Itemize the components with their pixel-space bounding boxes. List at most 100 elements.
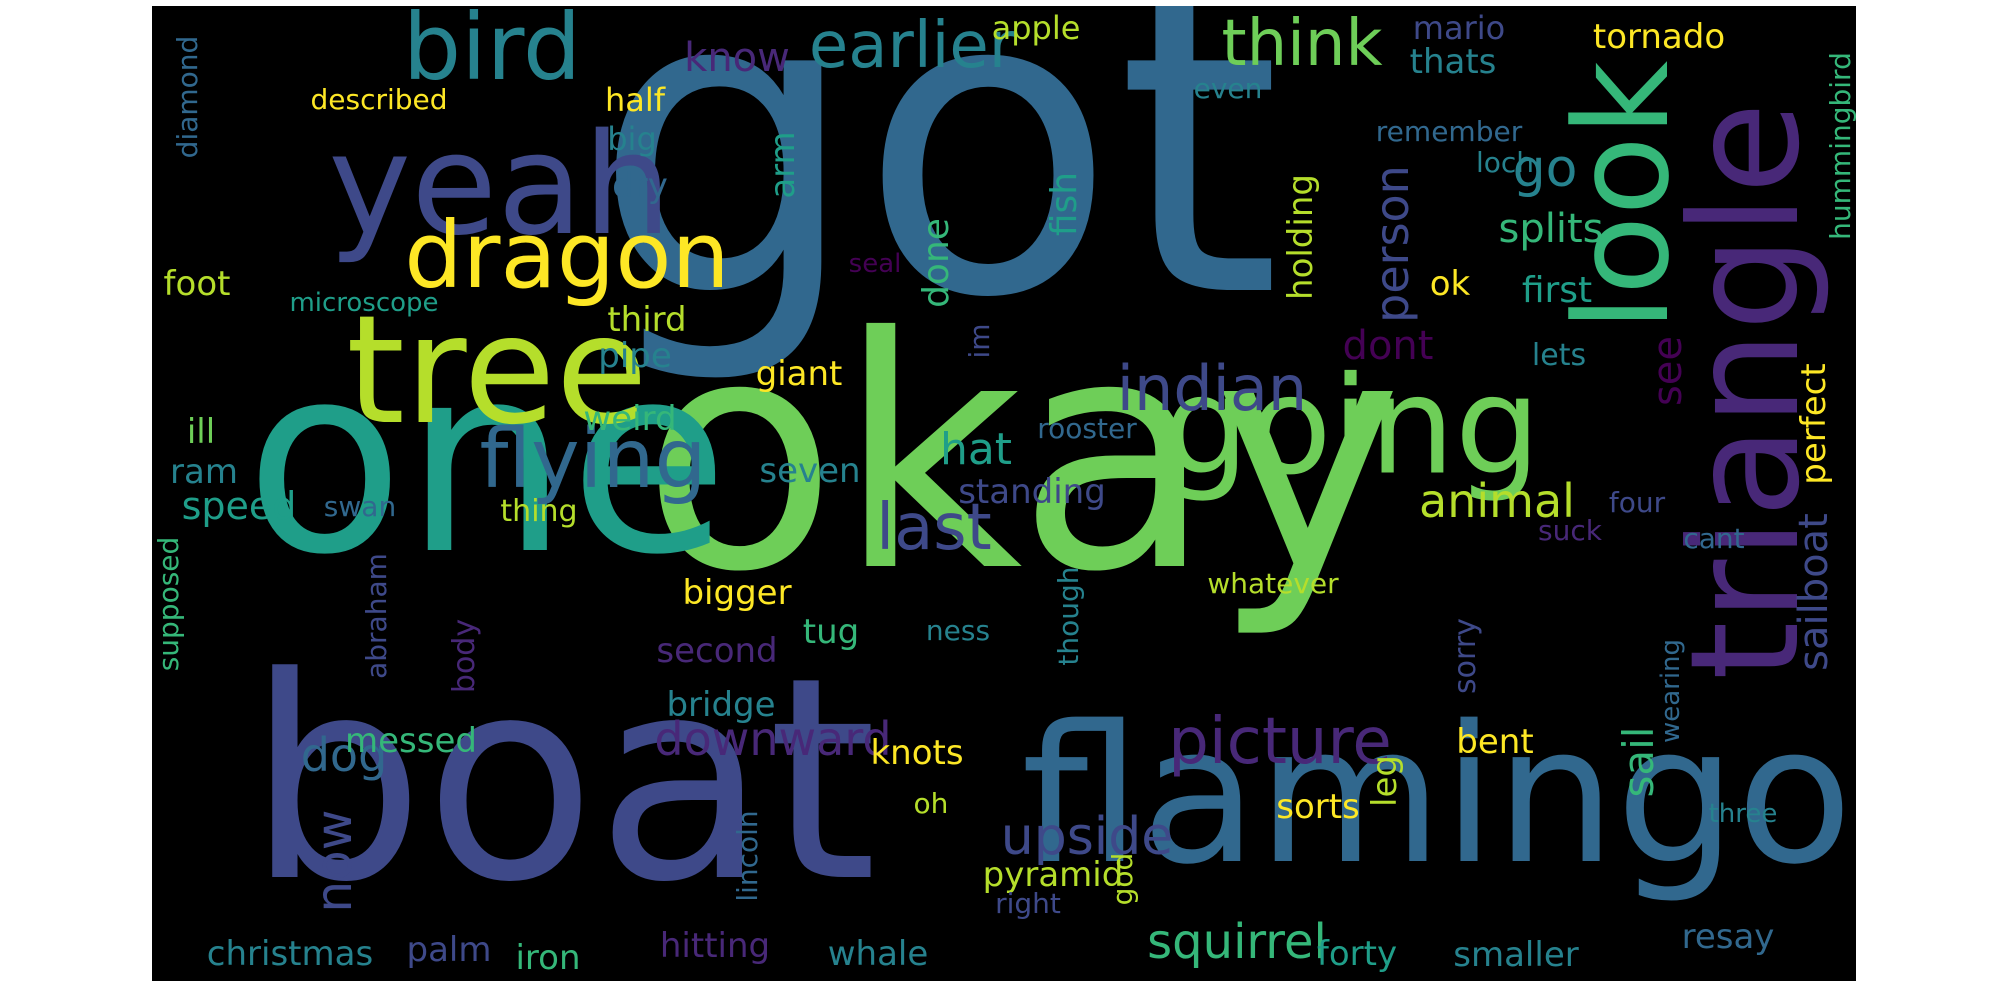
word-smaller: smaller: [1453, 935, 1579, 975]
word-last: last: [876, 491, 992, 565]
word-thing: thing: [500, 494, 578, 529]
word-flamingo: flamingo: [1021, 685, 1853, 906]
word-tornado: tornado: [1592, 17, 1726, 57]
word-im: im: [963, 323, 996, 359]
word-swan: swan: [323, 490, 397, 523]
word-dragon: dragon: [404, 202, 730, 309]
word-forty: forty: [1316, 934, 1398, 974]
word-apple: apple: [991, 9, 1081, 47]
word-sorts: sorts: [1276, 787, 1360, 827]
word-remember: remember: [1375, 115, 1523, 148]
word-yeah: yeah: [328, 104, 672, 267]
word-now: now: [305, 809, 363, 913]
word-indian: indian: [1116, 352, 1308, 425]
word-resay: resay: [1681, 917, 1775, 957]
word-ness: ness: [925, 614, 991, 647]
word-thats: thats: [1409, 42, 1497, 82]
word-loch: loch: [1475, 146, 1535, 179]
word-going: going: [1163, 347, 1541, 505]
word-sail: sail: [1614, 726, 1663, 798]
word-hummingbird: hummingbird: [1824, 52, 1856, 240]
word-weird: weird: [583, 399, 677, 439]
word-holding: holding: [1281, 174, 1321, 300]
word-tree: tree: [346, 284, 648, 458]
word-downward: downward: [654, 712, 892, 766]
word-iron: iron: [515, 938, 581, 978]
word-cant: cant: [1683, 522, 1745, 555]
word-body: body: [447, 618, 482, 694]
word-okay: okay: [641, 270, 1403, 642]
word-oh: oh: [913, 787, 949, 820]
word-knots: knots: [870, 733, 964, 773]
word-sailboat: sailboat: [1791, 513, 1837, 671]
word-abraham: abraham: [360, 553, 393, 679]
word-described: described: [310, 83, 448, 116]
word-cloud-canvas: got okay one boat flamingo triangle tree…: [152, 6, 1856, 981]
word-seven: seven: [759, 451, 861, 491]
word-whale: whale: [827, 934, 929, 974]
word-know: know: [684, 35, 790, 81]
word-ill: ill: [186, 412, 216, 452]
word-done: done: [916, 218, 957, 308]
word-sorry: sorry: [1448, 618, 1483, 694]
word-microscope: microscope: [289, 288, 439, 318]
word-go: go: [1512, 139, 1578, 199]
word-squirrel: squirrel: [1147, 914, 1327, 970]
word-giant: giant: [755, 354, 843, 394]
word-splits: splits: [1498, 206, 1604, 252]
word-dry: dry: [612, 166, 668, 206]
word-suck: suck: [1538, 514, 1602, 547]
word-bent: bent: [1456, 722, 1534, 762]
word-right: right: [995, 887, 1061, 920]
word-perfect: perfect: [1794, 363, 1834, 485]
word-arm: arm: [763, 131, 803, 199]
word-tug: tug: [802, 612, 860, 652]
word-whatever: whatever: [1207, 567, 1339, 600]
word-boat: boat: [246, 618, 878, 944]
word-supposed: supposed: [152, 536, 185, 672]
word-even: even: [1193, 72, 1263, 105]
word-ok: ok: [1429, 264, 1471, 304]
word-bird: bird: [402, 6, 582, 101]
word-three: three: [1708, 799, 1778, 829]
word-pyramid: pyramid: [982, 855, 1124, 895]
word-rooster: rooster: [1037, 412, 1137, 445]
word-lincoln: lincoln: [731, 810, 764, 902]
word-leg: leg: [1365, 755, 1405, 807]
word-ram: ram: [170, 452, 238, 492]
word-diamond: diamond: [171, 35, 204, 159]
word-first: first: [1521, 270, 1593, 311]
word-foot: foot: [163, 264, 231, 304]
word-standing: standing: [958, 472, 1106, 512]
word-christmas: christmas: [206, 934, 374, 974]
word-upside: upside: [1000, 807, 1174, 867]
word-dog: dog: [300, 728, 388, 782]
word-speed: speed: [181, 484, 297, 528]
word-though: though: [1052, 566, 1085, 666]
word-hat: hat: [939, 424, 1013, 475]
word-bridge: bridge: [666, 685, 776, 725]
word-seal: seal: [848, 249, 902, 279]
word-wearing: wearing: [1656, 638, 1686, 744]
word-second: second: [656, 631, 778, 671]
word-pipe: pipe: [598, 336, 672, 376]
word-animal: animal: [1419, 474, 1575, 528]
word-one: one: [245, 310, 729, 612]
word-see: see: [1645, 335, 1691, 407]
word-bigger: bigger: [682, 573, 792, 613]
word-four: four: [1608, 486, 1666, 519]
word-big: big: [607, 120, 657, 158]
word-messed: messed: [345, 721, 477, 761]
word-flying: flying: [479, 412, 707, 507]
word-god: god: [1106, 852, 1139, 906]
word-think: think: [1221, 7, 1383, 81]
word-mario: mario: [1412, 9, 1506, 47]
word-earlier: earlier: [808, 9, 1016, 83]
word-lets: lets: [1531, 338, 1587, 373]
word-person: person: [1365, 165, 1419, 323]
word-palm: palm: [406, 930, 492, 970]
word-hitting: hitting: [659, 926, 771, 966]
word-fish: fish: [1044, 171, 1085, 237]
word-third: third: [607, 300, 687, 340]
word-half: half: [604, 81, 666, 119]
